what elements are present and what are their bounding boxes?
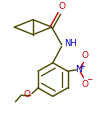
Text: O: O <box>58 2 65 11</box>
Text: O: O <box>81 80 88 89</box>
Text: +: + <box>79 64 85 70</box>
Text: O: O <box>81 51 88 60</box>
Text: NH: NH <box>64 39 77 48</box>
Text: O: O <box>23 90 30 99</box>
Text: N: N <box>75 65 81 74</box>
Text: −: − <box>86 75 93 84</box>
